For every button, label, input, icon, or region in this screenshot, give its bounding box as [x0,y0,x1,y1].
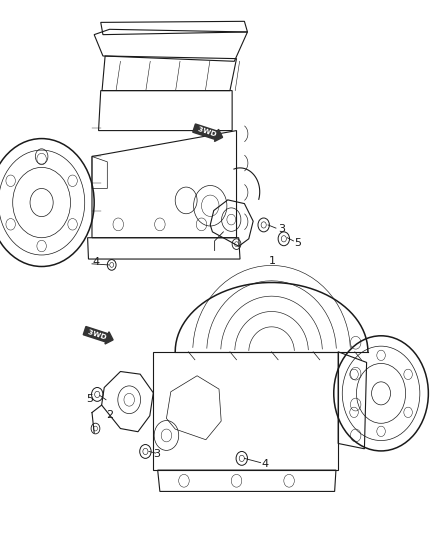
Text: 2: 2 [106,410,113,419]
Text: 5: 5 [294,238,301,247]
Text: 4: 4 [262,459,269,469]
Text: 1: 1 [269,256,276,266]
Text: 3: 3 [153,449,160,459]
Text: 3WD: 3WD [194,126,219,139]
Text: 3WD: 3WD [85,328,110,341]
Text: 4: 4 [92,257,99,267]
Text: 3: 3 [279,224,286,234]
Text: 5: 5 [86,394,93,403]
